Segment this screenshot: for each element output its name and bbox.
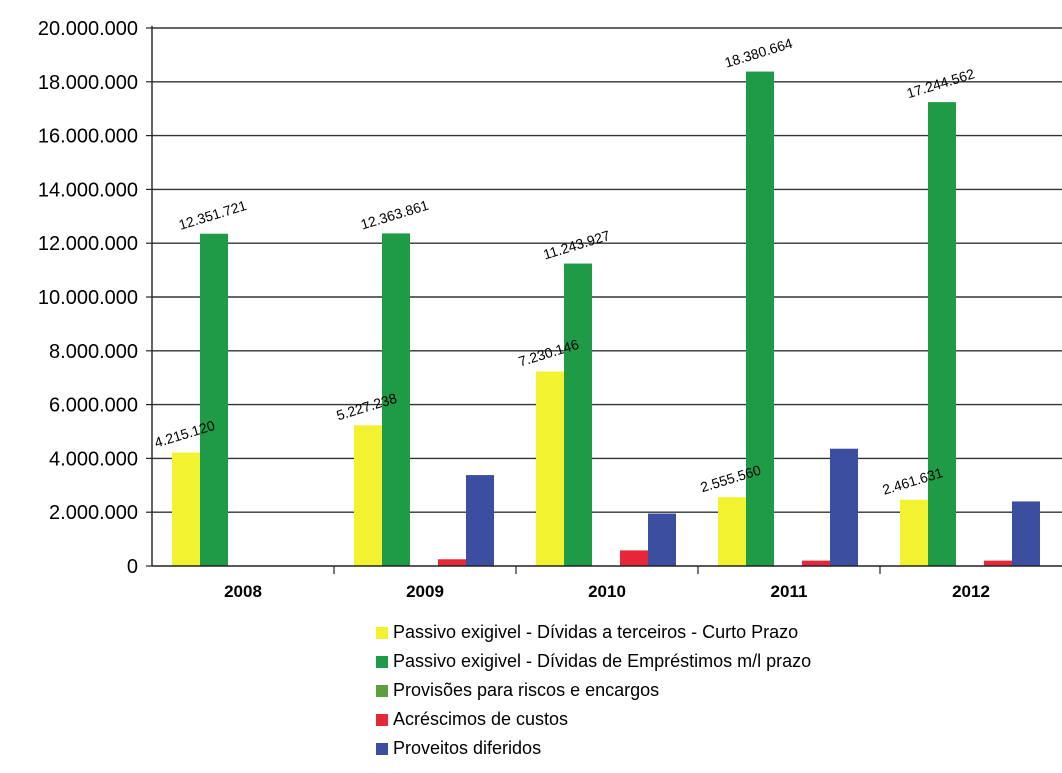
- y-tick-label: 12.000.000: [38, 233, 138, 255]
- x-tick-label: 2010: [588, 582, 626, 601]
- legend: Passivo exigivel - Dívidas a terceiros -…: [376, 618, 811, 763]
- bar: [172, 452, 200, 566]
- x-tick-label: 2012: [952, 582, 990, 601]
- bar: [466, 475, 494, 566]
- legend-swatch: [376, 713, 388, 726]
- y-tick-label: 2.000.000: [49, 502, 138, 524]
- y-tick-label: 10.000.000: [38, 287, 138, 309]
- y-tick-label: 20.000.000: [38, 18, 138, 40]
- data-label: 12.351.721: [177, 197, 249, 233]
- x-tick-label: 2009: [406, 582, 444, 601]
- legend-label: Proveitos diferidos: [393, 738, 542, 758]
- bar: [564, 263, 592, 566]
- data-label: 18.380.664: [723, 35, 795, 71]
- bar: [830, 448, 858, 566]
- legend-label: Acréscimos de custos: [393, 709, 569, 729]
- y-tick-label: 14.000.000: [38, 179, 138, 201]
- legend-swatch: [376, 684, 388, 697]
- gridlines: [152, 27, 1062, 513]
- y-tick-label: 16.000.000: [38, 126, 138, 148]
- y-tick-label: 4.000.000: [49, 448, 138, 470]
- y-tick-label: 18.000.000: [38, 72, 138, 94]
- x-tick-label: 2008: [224, 582, 262, 601]
- bar: [900, 499, 928, 566]
- legend-label: Passivo exigivel - Dívidas de Empréstimo…: [393, 651, 812, 671]
- bar: [928, 102, 956, 567]
- y-tick-label: 0: [127, 556, 138, 578]
- legend-item-emprestimos: Passivo exigivel - Dívidas de Empréstimo…: [376, 647, 811, 676]
- x-axis: 2008 2009 2010 2011 2012: [152, 565, 1062, 601]
- legend-swatch: [376, 742, 388, 755]
- legend-label: Provisões para riscos e encargos: [393, 680, 660, 700]
- bar: [200, 233, 228, 566]
- legend-item-curto-prazo: Passivo exigivel - Dívidas a terceiros -…: [376, 618, 811, 647]
- bar: [536, 371, 564, 566]
- data-label: 17.244.562: [905, 65, 977, 101]
- legend-item-proveitos: Proveitos diferidos: [376, 734, 811, 763]
- y-tick-label: 6.000.000: [49, 395, 138, 417]
- bar: [802, 560, 830, 566]
- y-axis: 0 2.000.000 4.000.000 6.000.000 8.000.000 10.…: [38, 18, 153, 578]
- bar-chart: 0 2.000.000 4.000.000 6.000.000 8.000.000 10.…: [38, 18, 1062, 601]
- bar: [648, 513, 676, 566]
- bar: [382, 233, 410, 566]
- bar: [620, 550, 648, 566]
- bar: [718, 497, 746, 566]
- bar: [354, 425, 382, 566]
- bar: [984, 560, 1012, 566]
- legend-label: Passivo exigivel - Dívidas a terceiros -…: [393, 622, 799, 642]
- bar: [1012, 501, 1040, 566]
- legend-swatch: [376, 655, 388, 668]
- data-label: 12.363.861: [359, 197, 431, 233]
- y-tick-label: 8.000.000: [49, 341, 138, 363]
- bar: [438, 559, 466, 566]
- bar: [746, 71, 774, 567]
- data-label: 11.243.927: [541, 227, 612, 263]
- x-tick-label: 2011: [771, 582, 808, 601]
- legend-item-provisoes: Provisões para riscos e encargos: [376, 676, 811, 705]
- bars: [172, 71, 1040, 567]
- legend-item-acrescimos: Acréscimos de custos: [376, 705, 811, 734]
- legend-swatch: [376, 626, 388, 639]
